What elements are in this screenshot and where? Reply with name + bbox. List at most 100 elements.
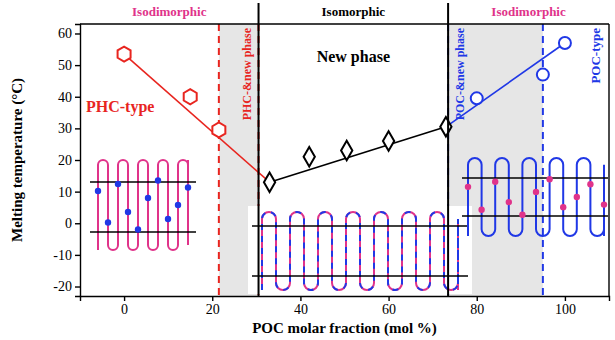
x-axis: 0 20 40 60 80 100 (81, 296, 610, 317)
region-label: Isodimorphic (491, 4, 566, 19)
data-point (118, 47, 131, 62)
tick-mark (75, 65, 80, 66)
fit-line (270, 127, 446, 182)
mixed-boundary (542, 24, 544, 296)
tick: 50 (58, 58, 80, 73)
data-point (383, 131, 394, 151)
tick-mark (212, 296, 213, 301)
y-axis-title: Melting temperature (°C) (9, 78, 26, 242)
tick: -10 (53, 248, 80, 263)
comonomer-dot (185, 184, 191, 190)
comonomer-dot (560, 204, 566, 210)
tick-label: 80 (470, 302, 484, 317)
comonomer-dot (546, 176, 552, 182)
tick-label: 40 (58, 90, 72, 105)
tick: -20 (53, 279, 80, 294)
tick-label: 0 (121, 302, 128, 317)
region-label: Isomorphic (322, 4, 386, 19)
chain (98, 160, 188, 250)
comonomer-dot (105, 219, 111, 225)
region-boundary (447, 3, 449, 296)
comonomer-dot (135, 226, 141, 232)
tick-mark (75, 128, 80, 129)
data-point (341, 141, 352, 161)
data-point (212, 122, 225, 137)
tick: 20 (58, 153, 80, 168)
schematics (90, 158, 608, 294)
tick-label: 60 (382, 302, 396, 317)
mixed-region-label: POC-&new phase (453, 27, 467, 120)
tick-mark (75, 160, 80, 161)
frame-right (608, 24, 609, 296)
tick-mark (300, 296, 301, 301)
comonomer-dot (165, 216, 171, 222)
comonomer-dot (125, 209, 131, 215)
data-point (264, 172, 275, 192)
lamella-line (90, 181, 196, 182)
chain (262, 212, 458, 290)
comonomer-dot (587, 181, 593, 187)
tick: 10 (58, 185, 80, 200)
tick-label: 40 (294, 302, 308, 317)
region-label: Isodimorphic (132, 4, 207, 19)
tick-label: 20 (206, 302, 220, 317)
boundary-lines (219, 24, 543, 296)
tick: 60 (58, 26, 80, 41)
schematic (90, 160, 196, 250)
tick-mark (124, 296, 125, 301)
comonomer-dot (465, 184, 471, 190)
schematic (248, 206, 472, 294)
data-point (304, 147, 315, 167)
tick-mark (75, 286, 80, 287)
comonomer-dot (478, 207, 484, 213)
data-point (559, 37, 571, 49)
mixed-boundary (218, 24, 220, 296)
mixed-region-label: PHC-&new phase (240, 27, 254, 120)
tick: 0 (121, 296, 128, 317)
data-point (440, 117, 451, 137)
tick: 100 (555, 296, 576, 317)
schematic (462, 158, 608, 236)
tick-label: 50 (58, 58, 72, 73)
region-shading (219, 24, 543, 296)
tick-label: 60 (58, 26, 72, 41)
lamella-line (252, 275, 468, 276)
comonomer-dot (519, 212, 525, 218)
tick-mark (388, 296, 389, 301)
x-axis-line (81, 297, 610, 302)
series-label: New phase (317, 48, 390, 66)
lamella-line (90, 231, 196, 232)
lamella-line (462, 177, 608, 178)
tick: 40 (58, 90, 80, 105)
chain (468, 158, 604, 236)
lamella-line (252, 225, 468, 226)
tick-label: 100 (555, 302, 576, 317)
tick: 80 (470, 296, 484, 317)
data-point (537, 69, 549, 81)
comonomer-dot (155, 177, 161, 183)
tick-label: -20 (53, 279, 72, 294)
y-axis: -20 -10 0 10 20 30 40 50 60 (53, 25, 80, 297)
comonomer-dot (115, 181, 121, 187)
region-boundary (258, 3, 260, 296)
chart: 020406080100-20-100102030405060POC molar… (0, 0, 615, 340)
tick-mark (75, 223, 80, 224)
tick-label: -10 (53, 248, 72, 263)
tick: 60 (382, 296, 396, 317)
frame-top (80, 23, 609, 24)
comonomer-dot (95, 188, 101, 194)
tick: 0 (65, 216, 80, 231)
data-point (471, 92, 483, 104)
tick-mark (565, 296, 566, 301)
tick: 30 (58, 121, 80, 136)
data-point (184, 89, 197, 104)
y-axis-line (75, 25, 81, 297)
tick-mark (75, 255, 80, 256)
marks (118, 37, 571, 192)
tick-mark (75, 33, 80, 34)
region-lines (259, 3, 449, 296)
comonomer-dot (145, 195, 151, 201)
tick: 20 (206, 296, 220, 317)
tick: 40 (294, 296, 308, 317)
series-label: POC-type (588, 28, 603, 84)
